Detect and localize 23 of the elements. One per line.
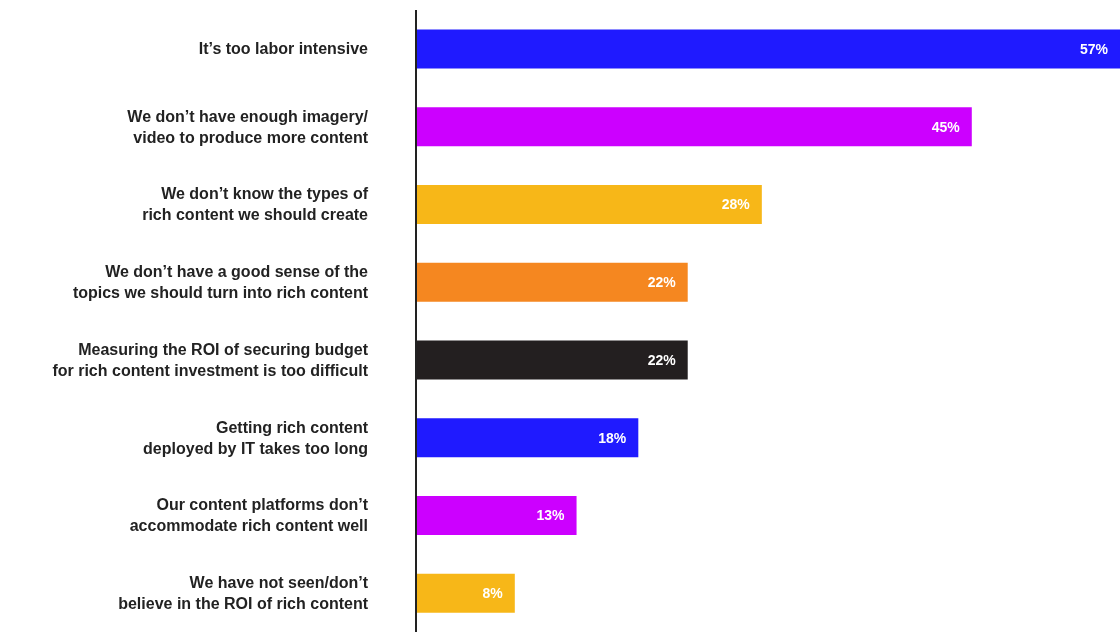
y-tick-label: It’s too labor intensive bbox=[198, 40, 369, 58]
y-tick-label: We don’t have enough imagery/ video to produce more content bbox=[127, 107, 369, 146]
bar bbox=[416, 29, 1120, 69]
bar bbox=[416, 107, 972, 147]
y-tick-label: We have not seen/don’t believe in the ROI of rich content bbox=[118, 574, 369, 613]
y-tick-label: We don’t have a good sense of the topics we should turn into rich content bbox=[72, 263, 369, 302]
data-label: 28% bbox=[721, 196, 751, 213]
y-tick-label: Our content platforms don’t accommodate rich content well bbox=[129, 496, 369, 535]
y-tick-label: Getting rich content deployed by IT takes too long bbox=[143, 418, 369, 457]
y-tick-label: We don’t know the types of rich content we should create bbox=[142, 185, 369, 224]
bar bbox=[416, 184, 762, 224]
bar bbox=[416, 262, 688, 302]
data-label: 57% bbox=[1079, 40, 1109, 57]
data-label: 13% bbox=[536, 507, 566, 524]
data-label: 22% bbox=[647, 274, 677, 291]
bar bbox=[416, 495, 577, 535]
data-label: 8% bbox=[482, 585, 504, 602]
data-label: 45% bbox=[931, 118, 961, 135]
y-tick-label: Measuring the ROI of securing budget for rich content investment is too difficult bbox=[52, 340, 369, 379]
bar bbox=[416, 418, 639, 458]
bar bbox=[416, 573, 515, 613]
data-label: 22% bbox=[647, 351, 677, 368]
data-label: 18% bbox=[598, 429, 627, 446]
